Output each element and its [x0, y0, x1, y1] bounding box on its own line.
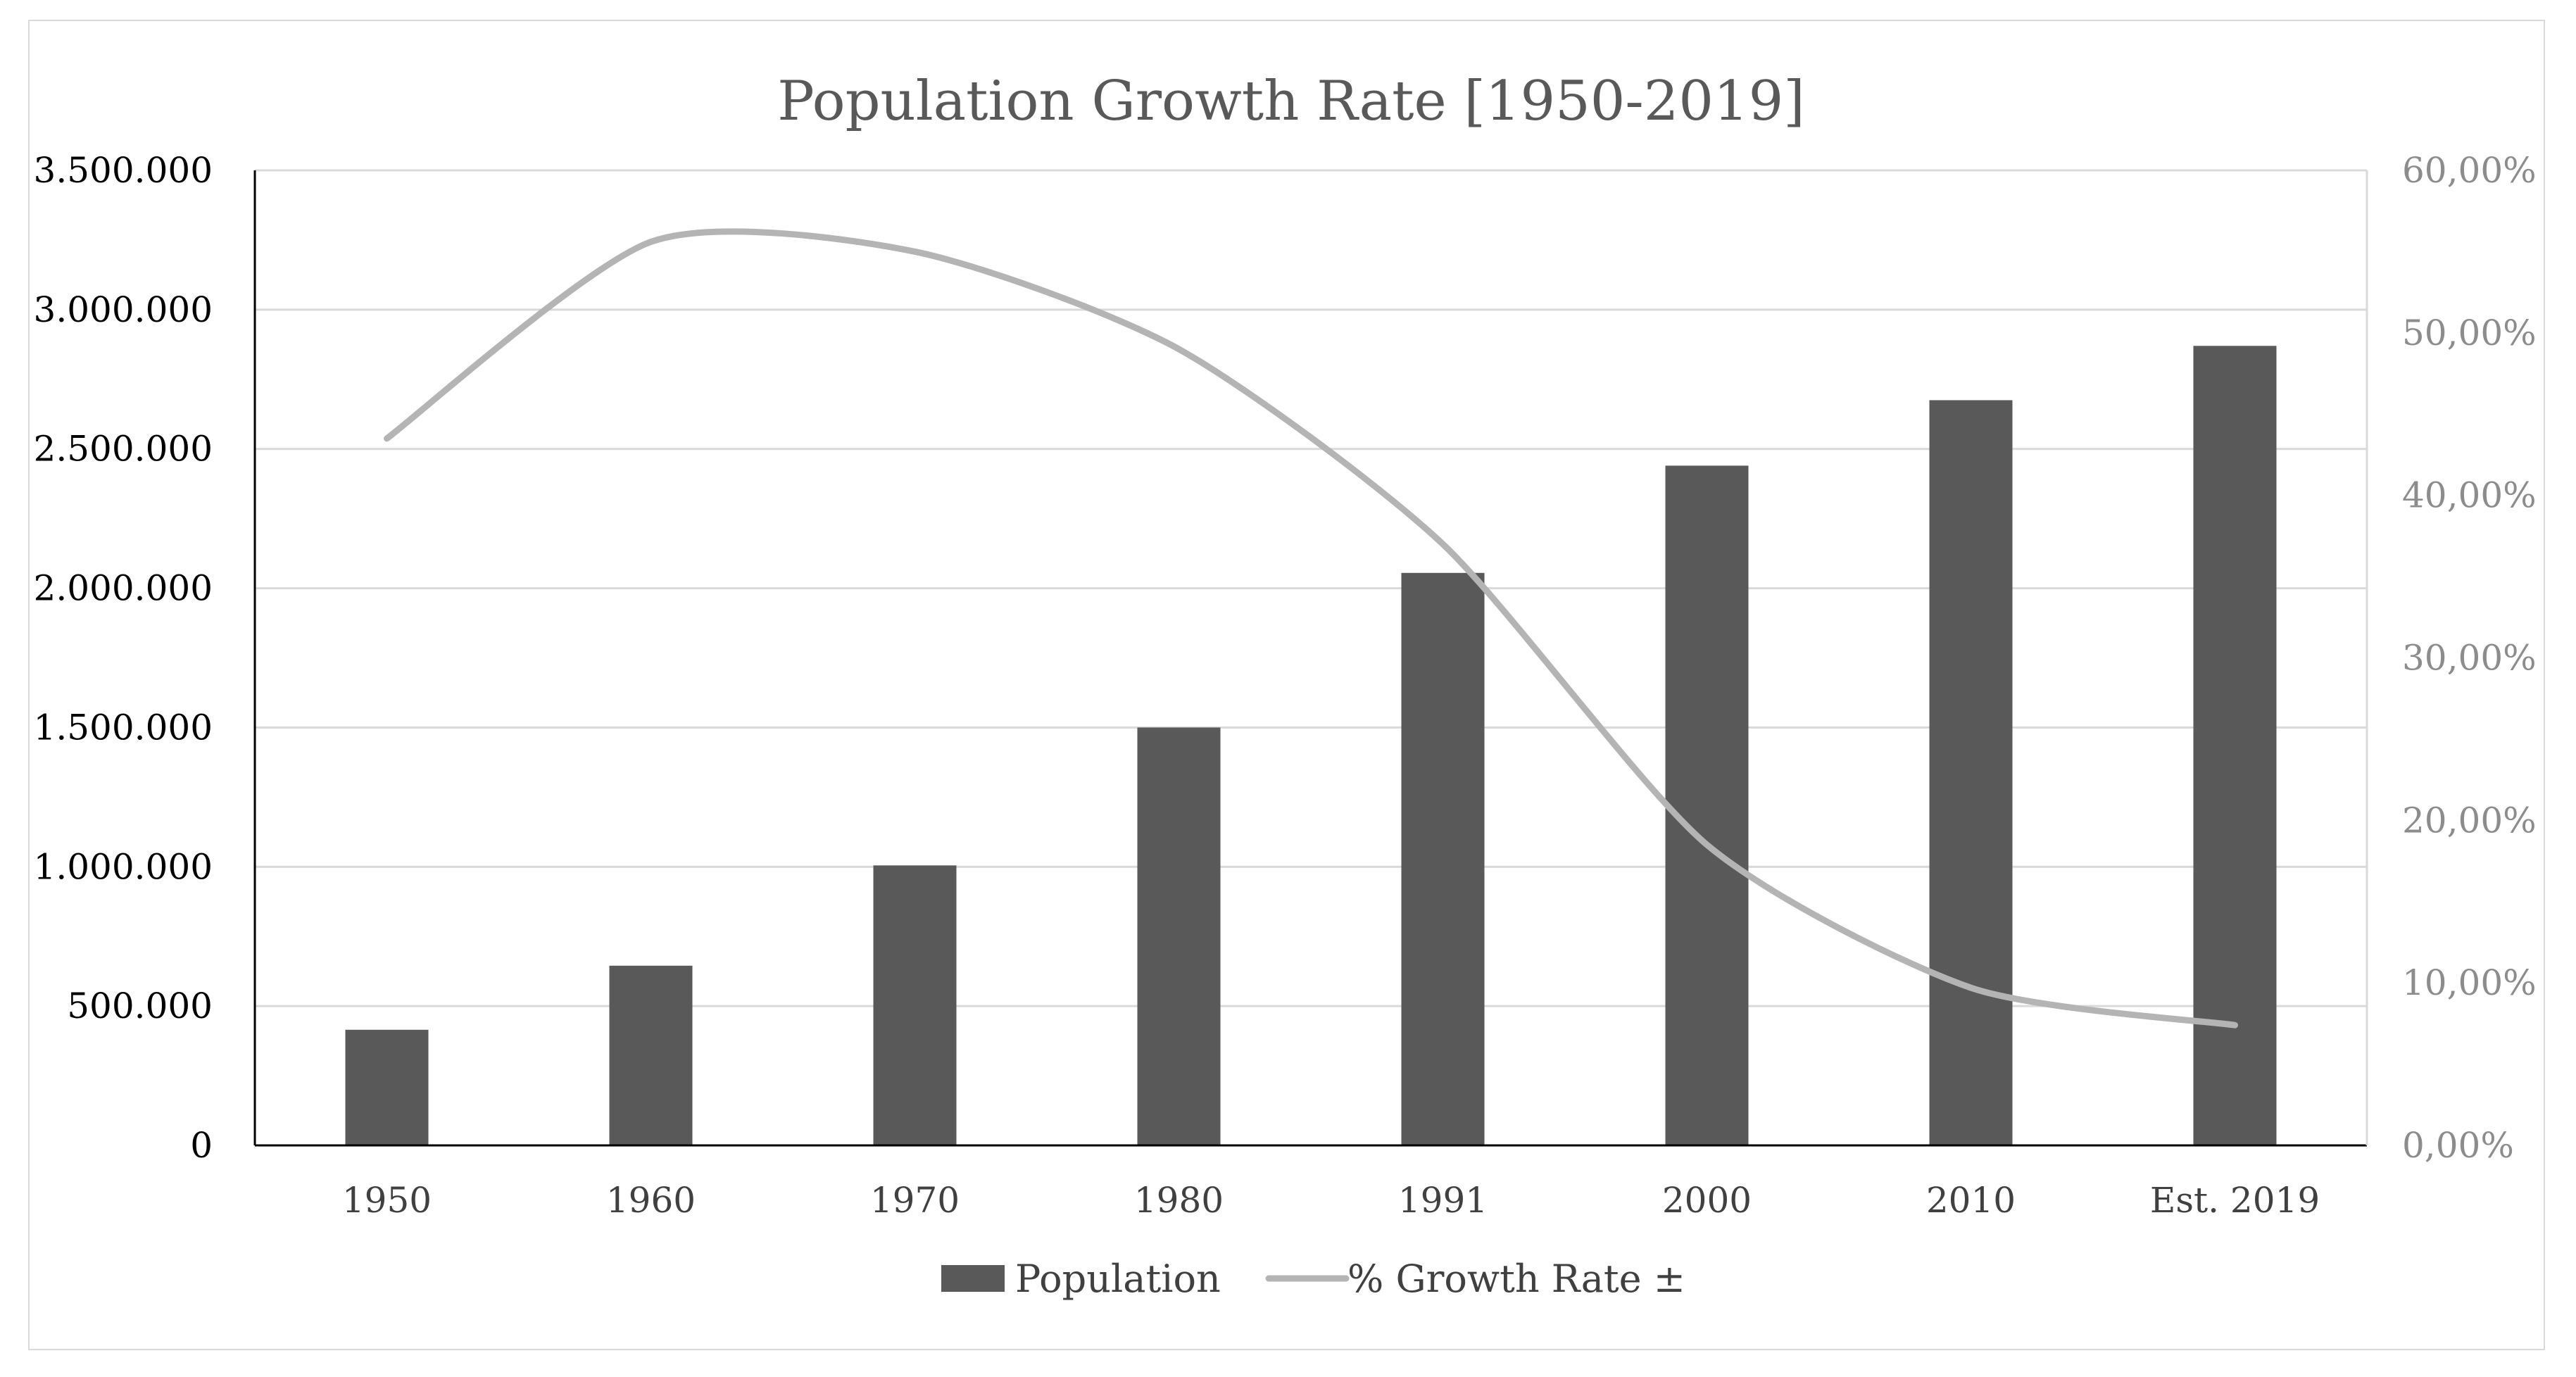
- y-left-tick-label: 1.000.000: [34, 846, 213, 887]
- y-right-tick-label: 10,00%: [2402, 962, 2537, 1003]
- y-left-tick-label: 3.500.000: [34, 150, 213, 191]
- tick-labels: 0 500.000 1.000.000 1.500.000 2.000.000 2.500…: [34, 150, 2537, 1221]
- y-left-tick-label: 0: [190, 1125, 213, 1166]
- chart-title: Population Growth Rate [1950-2019]: [777, 70, 1804, 133]
- chart-canvas: Population Growth Rate [1950-2019] 0 500.…: [34, 70, 2537, 1301]
- x-tick-label: 2010: [1926, 1180, 2016, 1221]
- y-right-tick-label: 30,00%: [2402, 638, 2537, 679]
- x-tick-label: 1960: [606, 1180, 696, 1221]
- x-tick-label: 2000: [1662, 1180, 1752, 1221]
- growth-rate-line-path: [384, 228, 2238, 1029]
- population-bar: [1929, 400, 2013, 1145]
- chart-frame: Population Growth Rate [1950-2019] 0 500.…: [28, 20, 2545, 1350]
- population-bar: [873, 865, 957, 1145]
- gridlines: [255, 169, 2367, 1007]
- legend-label-population: Population: [1015, 1257, 1221, 1301]
- growth-rate-line: [384, 228, 2238, 1029]
- y-right-tick-label: 60,00%: [2402, 150, 2537, 191]
- x-tick-label: Est. 2019: [2150, 1180, 2320, 1221]
- legend-label-growth-rate: % Growth Rate ±: [1347, 1257, 1685, 1301]
- x-tick-label: 1970: [870, 1180, 960, 1221]
- y-left-tick-label: 500.000: [67, 986, 213, 1026]
- y-left-tick-label: 2.500.000: [34, 429, 213, 470]
- y-right-tick-label: 40,00%: [2402, 475, 2537, 516]
- x-tick-label: 1980: [1134, 1180, 1224, 1221]
- x-tick-label: 1991: [1398, 1180, 1488, 1221]
- population-bar: [345, 1029, 429, 1145]
- legend: Population % Growth Rate ±: [941, 1257, 1685, 1301]
- y-left-tick-label: 3.000.000: [34, 289, 213, 330]
- x-tick-label: 1950: [342, 1180, 432, 1221]
- population-bars: [345, 346, 2277, 1145]
- y-right-tick-label: 0,00%: [2402, 1125, 2514, 1166]
- population-bar: [1665, 465, 1749, 1145]
- legend-swatch-population: [941, 1265, 1005, 1292]
- population-bar: [1401, 572, 1485, 1145]
- axes: [253, 170, 2368, 1147]
- population-bar: [2193, 346, 2277, 1145]
- y-right-tick-label: 20,00%: [2402, 800, 2537, 841]
- population-bar: [1137, 727, 1221, 1145]
- y-left-tick-label: 2.000.000: [34, 568, 213, 609]
- population-bar: [609, 965, 693, 1145]
- y-left-tick-label: 1.500.000: [34, 707, 213, 748]
- y-right-tick-label: 50,00%: [2402, 313, 2537, 353]
